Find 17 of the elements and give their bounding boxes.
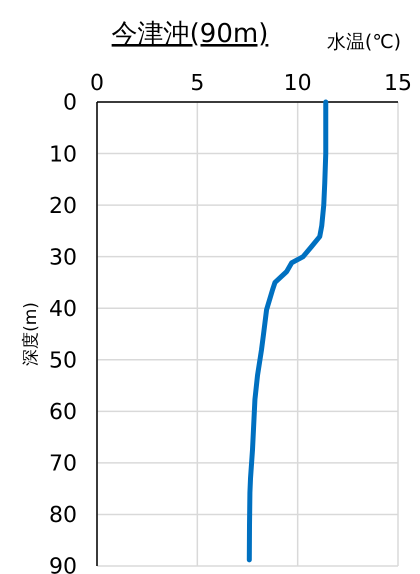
x-tick-label: 0 xyxy=(90,71,104,96)
y-tick-label: 60 xyxy=(49,400,77,426)
y-tick-label: 30 xyxy=(49,245,77,270)
y-tick-label: 20 xyxy=(49,194,77,219)
x-tick-label: 15 xyxy=(384,71,412,96)
y-axis-title: 深度(m) xyxy=(21,302,41,366)
chart-title: 今津沖(90m) xyxy=(112,19,268,49)
y-tick-label: 10 xyxy=(49,142,77,168)
y-tick-label: 50 xyxy=(49,348,77,374)
y-tick-label: 40 xyxy=(49,296,77,322)
x-tick-label: 10 xyxy=(284,71,312,96)
y-tick-label: 90 xyxy=(49,554,77,574)
x-axis-title: 水温(℃) xyxy=(326,31,402,53)
x-tick-label: 5 xyxy=(190,71,204,96)
y-tick-label: 70 xyxy=(49,452,77,477)
y-tick-label: 0 xyxy=(63,90,77,116)
y-tick-label: 80 xyxy=(49,503,77,528)
